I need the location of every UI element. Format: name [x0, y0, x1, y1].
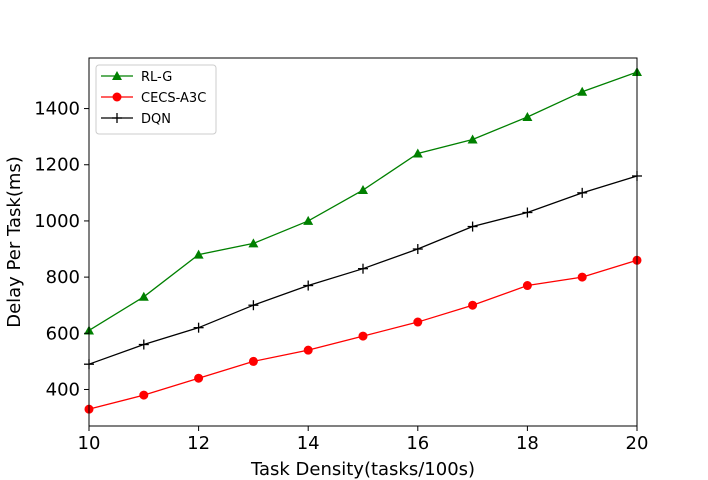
data-point-rl-g [467, 134, 478, 144]
y-tick-label: 800 [46, 267, 80, 288]
y-tick-label: 1000 [34, 211, 80, 232]
y-tick-label: 400 [46, 379, 80, 400]
y-tick-label: 600 [46, 323, 80, 344]
data-point-dqn [522, 207, 533, 218]
data-point-dqn [138, 339, 149, 350]
data-point-dqn [358, 263, 368, 274]
y-axis-label: Delay Per Task(ms) [4, 156, 25, 328]
data-point-cecs-a3c [413, 317, 423, 327]
data-point-cecs-a3c [139, 390, 149, 400]
plot-frame [88, 57, 638, 427]
legend: RL-G CECS-A3C DQN [95, 64, 217, 135]
legend-label-rl-g: RL-G [141, 70, 172, 85]
x-tick-label: 12 [187, 433, 210, 454]
x-tick-label: 18 [516, 433, 539, 454]
data-point-rl-g [303, 215, 314, 225]
x-tick-label: 20 [626, 433, 649, 454]
series-layer [84, 67, 642, 414]
data-point-rl-g [522, 111, 533, 121]
legend-marker-dqn [112, 113, 122, 123]
legend-label-cecs-a3c: CECS-A3C [141, 91, 206, 106]
data-point-cecs-a3c [303, 345, 313, 355]
data-point-dqn [248, 300, 259, 311]
data-point-cecs-a3c [358, 331, 368, 341]
x-tick-label: 16 [406, 433, 429, 454]
data-point-cecs-a3c [468, 300, 478, 310]
data-point-cecs-a3c [577, 272, 587, 282]
legend-marker-cecs-a3c [112, 92, 122, 102]
data-point-rl-g [358, 185, 368, 195]
legend-label-dqn: DQN [141, 112, 171, 127]
data-point-rl-g [248, 238, 259, 248]
data-point-dqn [193, 322, 204, 333]
data-point-dqn [577, 187, 588, 198]
data-point-rl-g [138, 291, 149, 301]
data-point-rl-g [412, 148, 423, 158]
y-tick-label: 1200 [34, 155, 80, 176]
data-point-cecs-a3c [194, 373, 204, 383]
legend-marker-rl-g [112, 71, 122, 80]
y-tick-label: 1400 [34, 99, 80, 120]
legend-box [95, 64, 217, 135]
ticks-layer: 10 12 14 16 18 20 400 600 800 1000 1200 1400 [34, 99, 648, 454]
data-point-cecs-a3c [522, 281, 532, 291]
data-point-dqn [467, 221, 478, 232]
x-tick-label: 14 [297, 433, 320, 454]
x-axis-label: Task Density(tasks/100s) [250, 459, 475, 480]
data-point-dqn [412, 244, 423, 255]
data-point-dqn [303, 280, 314, 291]
x-tick-label: 10 [78, 433, 101, 454]
data-point-rl-g [577, 86, 588, 96]
data-point-cecs-a3c [248, 356, 258, 366]
data-point-rl-g [193, 249, 204, 259]
